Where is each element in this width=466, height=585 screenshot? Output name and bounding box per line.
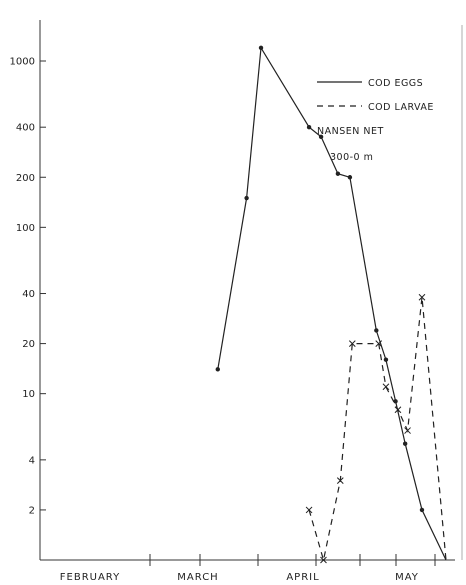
y-tick-label: 100 [16, 223, 35, 234]
y-tick-label: 1000 [10, 57, 35, 68]
month-label: APRIL [286, 572, 319, 583]
series-group [215, 45, 447, 564]
eggs-data-point [215, 367, 220, 372]
month-label: MARCH [177, 572, 218, 583]
larvae-data-point [348, 340, 356, 347]
eggs-data-point [374, 328, 379, 333]
chart-frame [39, 20, 463, 561]
y-tick-label: 400 [16, 123, 35, 134]
y-tick-label: 2 [29, 505, 35, 516]
y-tick-label: 4 [29, 455, 35, 466]
eggs-data-point [318, 134, 324, 140]
eggs-data-point [335, 171, 341, 176]
y-tick-label: 20 [22, 339, 35, 350]
larvae-data-point [394, 406, 402, 414]
y-tick-label: 200 [16, 173, 35, 184]
legend-depth-label: 300-0 m [330, 152, 373, 163]
larvae-data-point [305, 506, 313, 514]
month-label: MAY [395, 572, 419, 583]
legend: COD EGGS COD LARVAE NANSEN NET 300-0 m [317, 78, 434, 163]
larvae-data-point [320, 556, 327, 564]
y-tick-label: 40 [22, 289, 35, 300]
month-label: FEBRUARY [60, 572, 120, 583]
eggs-data-point [347, 175, 353, 180]
larvae-data-point [404, 427, 411, 434]
eggs-data-point [402, 441, 408, 446]
legend-eggs-label: COD EGGS [368, 78, 423, 89]
eggs-data-point [383, 357, 389, 362]
eggs-data-point [258, 45, 264, 51]
larvae-series-line [308, 297, 447, 561]
larvae-data-point [418, 293, 426, 301]
eggs-series-line [217, 45, 447, 561]
larvae-data-point [382, 383, 390, 391]
eggs-data-point [419, 507, 425, 513]
larvae-data-point [375, 340, 383, 347]
y-ticks: 2 4 10 20 40 100 200 400 1000 [10, 57, 46, 516]
y-tick-label: 10 [22, 389, 35, 400]
eggs-data-point [393, 399, 398, 404]
legend-net-label: NANSEN NET [317, 126, 384, 137]
larvae-data-point [336, 477, 344, 484]
x-ticks: FEBRUARY MARCH APRIL MAY [60, 554, 436, 583]
eggs-data-point [306, 124, 312, 130]
legend-larvae-label: COD LARVAE [368, 102, 434, 113]
eggs-data-point [244, 195, 249, 201]
